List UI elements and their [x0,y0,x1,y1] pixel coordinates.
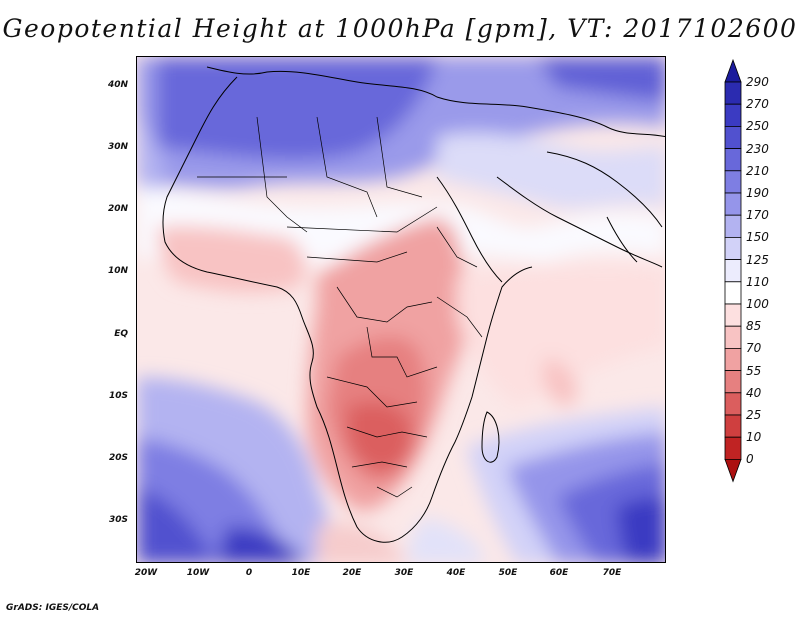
colorbar-label: 250 [746,119,769,134]
colorbar-label: 210 [746,163,769,178]
colorbar-segment [724,325,742,349]
lon-tick-70e: 70E [602,568,622,578]
lat-tick-eq: EQ [114,329,128,339]
lon-tick-30e: 30E [394,568,414,578]
lat-tick-20n: 20N [107,204,128,214]
colorbar-segment [724,214,742,238]
colorbar-arrow-top [724,58,742,83]
colorbar-segment [724,170,742,194]
colorbar-label: 230 [746,141,769,156]
lon-tick-20e: 20E [342,568,362,578]
grads-credit: GrADS: IGES/COLA [6,603,100,613]
lon-tick-10w: 10W [186,568,210,578]
colorbar-segment [724,414,742,438]
colorbar-segments [724,58,742,483]
map-title: Geopotential Height at 1000hPa [gpm], VT… [2,14,798,43]
lat-tick-20s: 20S [108,453,128,463]
lat-tick-30s: 30S [108,515,128,525]
lon-tick-10e: 10E [291,568,311,578]
colorbar-label: 55 [746,363,762,378]
colorbar-segment [724,392,742,416]
colorbar-label: 110 [746,274,769,289]
colorbar-segment [724,370,742,394]
lat-tick-40n: 40N [107,80,128,90]
lon-tick-40e: 40E [446,568,466,578]
colorbar-segment [724,236,742,260]
lat-tick-30n: 30N [107,142,128,152]
colorbar-label: 85 [746,319,762,334]
colorbar-label: 25 [746,408,762,422]
colorbar-segment [724,259,742,283]
colorbar-label: 40 [746,385,762,400]
lon-tick-0: 0 [245,568,253,578]
height-field-shading [137,57,665,562]
colorbar-segment [724,436,742,460]
geopotential-height-field [137,57,665,562]
colorbar-label: 170 [746,208,769,223]
country-borders [197,116,483,498]
colorbar-arrow-bottom [724,458,742,483]
colorbar-label: 70 [746,341,762,356]
lon-tick-60e: 60E [549,568,569,578]
colorbar-segment [724,347,742,371]
map-panel [136,56,666,563]
lat-tick-10s: 10S [108,391,128,401]
colorbar-segment [724,126,742,150]
colorbar-segment [724,303,742,327]
colorbar-segment [724,103,742,127]
coastlines [162,66,665,543]
colorbar-segment [724,281,742,305]
lon-tick-50e: 50E [498,568,518,578]
colorbar-label: 0 [746,452,754,467]
colorbar-label: 10 [746,430,762,445]
colorbar-label: 150 [746,230,769,245]
colorbar-segment [724,192,742,216]
lon-tick-20w: 20W [134,568,158,578]
colorbar-label: 270 [746,97,769,112]
lat-tick-10n: 10N [107,266,128,276]
colorbar-segment [724,81,742,105]
colorbar-segment [724,148,742,172]
colorbar-label: 125 [746,252,769,267]
colorbar-label: 290 [746,75,769,89]
colorbar-label: 190 [746,186,769,200]
colorbar-label: 100 [746,297,769,311]
colorbar [724,58,742,483]
